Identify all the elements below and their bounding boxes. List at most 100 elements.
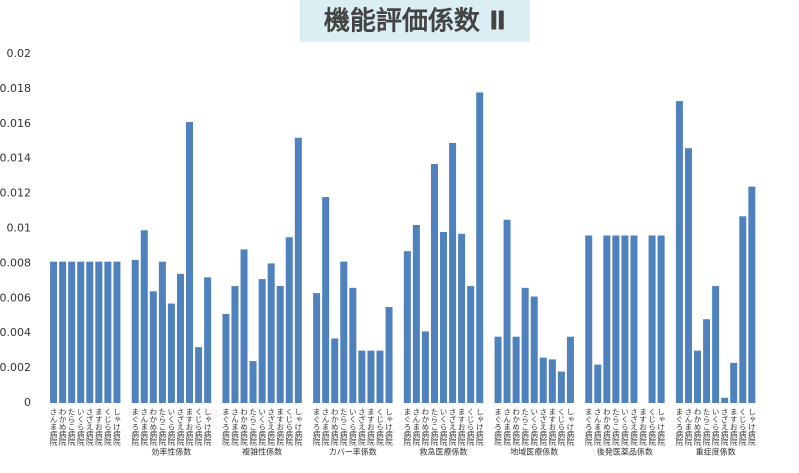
x-tick-label: くじら病院 — [103, 408, 112, 447]
x-tick-label: さざえ病院 — [629, 408, 638, 447]
x-tick-label: いくら病院 — [620, 408, 629, 447]
bar — [240, 249, 248, 403]
group-label: 重症度係数 — [696, 447, 736, 457]
group-label: 後発医薬品係数 — [597, 447, 653, 457]
x-tick-label: さざえ病院 — [266, 408, 275, 447]
x-tick-label: さんま病院 — [684, 408, 693, 447]
x-tick-label: たらこ病院 — [702, 408, 711, 447]
x-tick-label: たらこ病院 — [67, 408, 76, 447]
x-tick-label: まぐろ病院 — [493, 408, 502, 447]
y-tick-label: 0.008 — [0, 256, 31, 269]
bar — [521, 287, 529, 403]
x-tick-label: いくら病院 — [529, 408, 538, 447]
bar — [367, 350, 375, 403]
x-tick-label: さざえ病院 — [539, 408, 548, 447]
bar — [494, 336, 502, 403]
bar — [358, 350, 366, 403]
bar — [467, 286, 475, 403]
x-tick-label: まぐろ病院 — [221, 408, 230, 447]
group-label: カバー率係数 — [329, 447, 377, 457]
bar — [276, 286, 284, 403]
bar — [421, 331, 429, 403]
y-tick-label: 0.01 — [7, 222, 32, 235]
bar — [167, 303, 175, 403]
bar — [430, 163, 438, 403]
x-tick-label: しゃけ病院 — [566, 408, 575, 447]
x-tick-label: たらこ病院 — [248, 408, 257, 447]
bar — [603, 235, 611, 403]
group-label: 複雑性係数 — [242, 447, 282, 457]
bar — [313, 293, 321, 403]
bar — [231, 286, 239, 403]
x-tick-label: ますお病院 — [457, 408, 466, 447]
x-tick-label: くじら病院 — [375, 408, 384, 447]
x-tick-label: しゃけ病院 — [747, 408, 756, 447]
bar — [176, 273, 184, 403]
bar — [267, 263, 275, 403]
bar — [503, 219, 511, 403]
x-tick-label: さざえ病院 — [448, 408, 457, 447]
bar — [530, 296, 538, 403]
bar — [258, 279, 266, 403]
bar — [748, 186, 756, 403]
bar — [285, 237, 293, 403]
x-tick-label: さんま病院 — [140, 408, 149, 447]
bar — [340, 261, 348, 403]
x-tick-label: しゃけ病院 — [656, 408, 665, 447]
bar — [204, 277, 212, 403]
x-tick-label: ますお病院 — [638, 408, 647, 447]
x-tick-label: くじら病院 — [557, 408, 566, 447]
bar — [621, 235, 629, 403]
x-tick-label: いくら病院 — [257, 408, 266, 447]
bar — [739, 216, 747, 403]
x-tick-label: ますお病院 — [729, 408, 738, 447]
x-tick-label: わかめ病院 — [239, 408, 248, 447]
bar — [77, 261, 85, 403]
x-tick-label: くじら病院 — [647, 408, 656, 447]
bar — [68, 261, 76, 403]
bar — [512, 336, 520, 403]
bar — [186, 122, 194, 404]
group-label: 効率性係数 — [151, 447, 191, 457]
y-tick-label: 0.012 — [0, 187, 31, 200]
bar — [630, 235, 638, 403]
bar — [59, 261, 67, 403]
bar — [385, 307, 393, 403]
y-tick-label: 0 — [24, 396, 31, 409]
bar — [249, 361, 257, 403]
x-tick-label: さんま病院 — [593, 408, 602, 447]
bar — [195, 347, 203, 403]
bar — [476, 92, 484, 403]
x-tick-label: いくら病院 — [348, 408, 357, 447]
bar — [349, 287, 357, 403]
bar — [675, 101, 683, 404]
bar — [104, 261, 112, 403]
x-tick-label: くじら病院 — [466, 408, 475, 447]
bar — [440, 231, 448, 403]
x-tick-label: まぐろ病院 — [584, 408, 593, 447]
x-tick-label: ますお病院 — [94, 408, 103, 447]
y-tick-label: 0.004 — [0, 326, 31, 339]
bar — [158, 261, 166, 403]
bar — [721, 397, 729, 403]
bar — [222, 314, 230, 403]
bar — [376, 350, 384, 403]
y-tick-label: 0.014 — [0, 152, 31, 165]
x-tick-label: まぐろ病院 — [130, 408, 139, 447]
x-tick-label: さざえ病院 — [85, 408, 94, 447]
bar — [458, 233, 466, 403]
x-tick-label: たらこ病院 — [430, 408, 439, 447]
x-tick-label: さざえ病院 — [357, 408, 366, 447]
bar — [694, 350, 702, 403]
x-tick-label: しゃけ病院 — [384, 408, 393, 447]
bar — [566, 336, 574, 403]
x-tick-label: さんま病院 — [321, 408, 330, 447]
x-tick-label: まぐろ病院 — [312, 408, 321, 447]
bar — [712, 286, 720, 403]
x-tick-label: しゃけ病院 — [112, 408, 121, 447]
x-tick-label: くじら病院 — [738, 408, 747, 447]
x-tick-label: いくら病院 — [439, 408, 448, 447]
x-tick-label: わかめ病院 — [693, 408, 702, 447]
bar — [86, 261, 94, 403]
